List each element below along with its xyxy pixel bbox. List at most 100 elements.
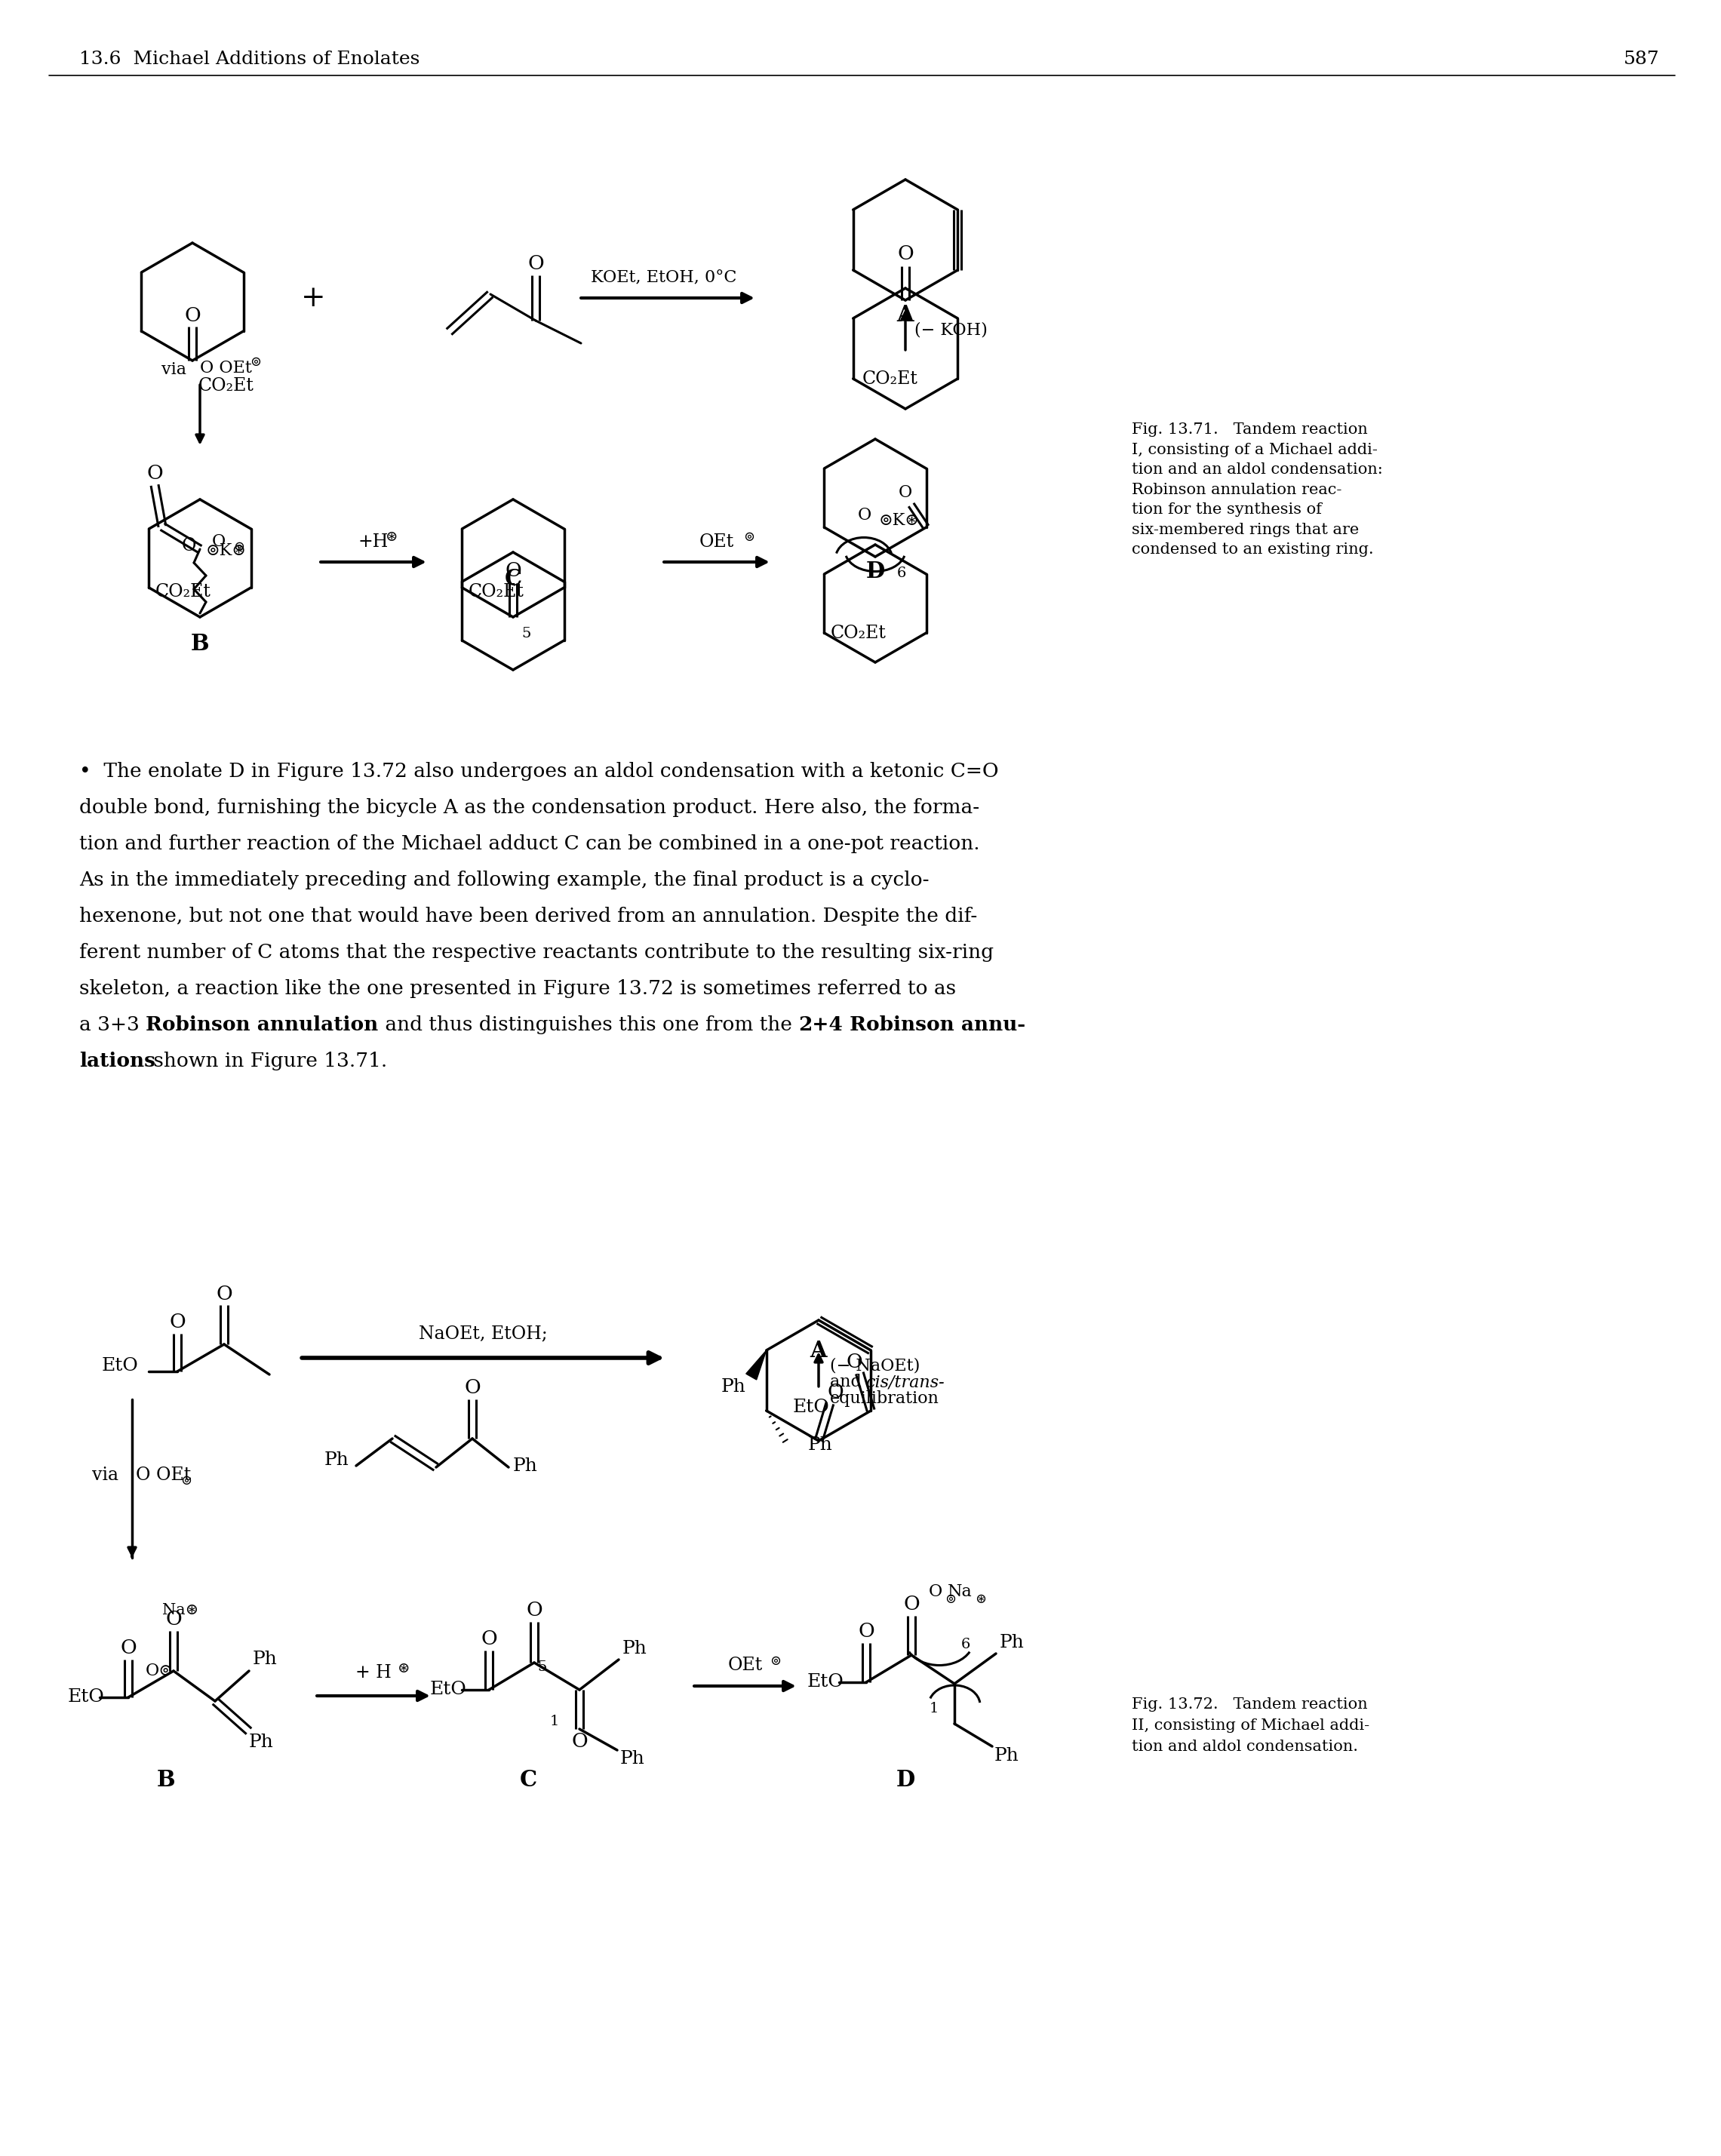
Text: cis/trans-: cis/trans-	[866, 1373, 945, 1391]
Text: O: O	[465, 1378, 480, 1397]
Text: EtO: EtO	[102, 1356, 139, 1373]
Text: Ph: Ph	[250, 1733, 274, 1751]
Text: O⊚: O⊚	[146, 1662, 174, 1680]
Text: Ph: Ph	[721, 1378, 745, 1395]
Text: +H: +H	[358, 533, 389, 550]
Text: CO₂Et: CO₂Et	[155, 582, 210, 599]
Text: O: O	[527, 254, 544, 272]
Text: NaOEt, EtOH;: NaOEt, EtOH;	[418, 1326, 547, 1343]
Text: OEt: OEt	[728, 1658, 762, 1675]
Text: 5: 5	[537, 1660, 547, 1673]
Text: 6: 6	[960, 1639, 971, 1651]
Text: equilibration: equilibration	[830, 1391, 940, 1408]
Text: EtO: EtO	[793, 1399, 830, 1416]
Text: Ph: Ph	[253, 1651, 277, 1669]
Text: O: O	[169, 1313, 186, 1330]
Text: D: D	[897, 1770, 916, 1792]
Text: Ph: Ph	[325, 1451, 349, 1468]
Text: O: O	[181, 537, 196, 554]
Text: D: D	[866, 561, 885, 582]
Text: ⊚K⊛: ⊚K⊛	[879, 513, 919, 528]
Text: EtO: EtO	[430, 1682, 466, 1699]
Text: C: C	[520, 1770, 537, 1792]
Text: ferent number of C atoms that the respective reactants contribute to the resulti: ferent number of C atoms that the respec…	[79, 942, 993, 962]
Text: and: and	[830, 1373, 867, 1391]
Text: Fig. 13.71.   Tandem reaction
I, consisting of a Michael addi-
tion and an aldol: Fig. 13.71. Tandem reaction I, consistin…	[1132, 423, 1382, 556]
Text: hexenone, but not one that would have been derived from an annulation. Despite t: hexenone, but not one that would have be…	[79, 908, 978, 925]
Text: O: O	[527, 1602, 542, 1619]
Text: shown in Figure 13.71.: shown in Figure 13.71.	[146, 1052, 387, 1072]
Text: Robinson annu-: Robinson annu-	[843, 1015, 1026, 1035]
Text: Na⊛: Na⊛	[162, 1604, 198, 1617]
Text: ⊛: ⊛	[398, 1662, 410, 1675]
Text: KOEt, EtOH, 0°C: KOEt, EtOH, 0°C	[590, 270, 737, 287]
Text: (− NaOEt): (− NaOEt)	[830, 1356, 921, 1373]
Text: ⊚: ⊚	[769, 1654, 781, 1669]
Text: B: B	[191, 632, 210, 655]
Text: A: A	[897, 304, 914, 326]
Text: O: O	[929, 1583, 943, 1600]
Text: tion and further reaction of the Michael adduct C can be combined in a one-pot r: tion and further reaction of the Michael…	[79, 834, 979, 854]
Text: O: O	[120, 1639, 136, 1658]
Text: ⊚K⊛: ⊚K⊛	[207, 543, 246, 558]
Text: O: O	[146, 464, 163, 483]
Text: 1: 1	[929, 1701, 938, 1716]
Text: O: O	[857, 507, 871, 524]
Text: via: via	[162, 362, 186, 377]
Text: O OEt: O OEt	[136, 1466, 191, 1483]
Text: •  The enolate D in Figure 13.72 also undergoes an aldol condensation with a ket: • The enolate D in Figure 13.72 also und…	[79, 761, 998, 780]
Text: ⊚: ⊚	[250, 356, 262, 369]
Text: 1: 1	[551, 1714, 559, 1729]
Text: Robinson annulation: Robinson annulation	[146, 1015, 379, 1035]
Text: O: O	[504, 561, 521, 580]
Text: + H: + H	[356, 1664, 391, 1682]
Text: ⊚: ⊚	[743, 530, 756, 543]
Text: CO₂Et: CO₂Et	[862, 371, 917, 388]
Text: lations: lations	[79, 1052, 155, 1072]
Polygon shape	[745, 1350, 766, 1380]
Text: Ph: Ph	[620, 1751, 645, 1768]
Text: O: O	[897, 244, 914, 263]
Text: ⊚: ⊚	[181, 1475, 193, 1488]
Text: O: O	[480, 1630, 497, 1647]
Text: double bond, furnishing the bicycle A as the condensation product. Here also, th: double bond, furnishing the bicycle A as…	[79, 798, 979, 817]
Text: O: O	[212, 533, 225, 550]
Text: C: C	[504, 567, 521, 589]
Text: ⊚: ⊚	[234, 541, 244, 554]
Text: O: O	[571, 1731, 587, 1751]
Text: ⊚: ⊚	[945, 1593, 957, 1606]
Text: As in the immediately preceding and following example, the final product is a cy: As in the immediately preceding and foll…	[79, 871, 929, 890]
Text: EtO: EtO	[67, 1688, 105, 1705]
Text: 587: 587	[1625, 50, 1659, 67]
Text: O: O	[165, 1611, 182, 1630]
Text: Ph: Ph	[807, 1436, 833, 1453]
Text: O: O	[215, 1285, 232, 1302]
Text: O: O	[847, 1352, 862, 1371]
Text: 5: 5	[521, 627, 532, 640]
Text: Ph: Ph	[995, 1749, 1019, 1766]
Text: O OEt: O OEt	[200, 360, 251, 377]
Text: Ph: Ph	[1000, 1634, 1024, 1651]
Text: OEt: OEt	[699, 533, 735, 550]
Text: via: via	[91, 1466, 119, 1483]
Text: Ph: Ph	[513, 1457, 539, 1475]
Text: ⊛: ⊛	[976, 1593, 986, 1606]
Text: +: +	[301, 285, 325, 313]
Text: CO₂Et: CO₂Et	[198, 377, 255, 395]
Text: a 3+3: a 3+3	[79, 1015, 146, 1035]
Text: CO₂Et: CO₂Et	[468, 582, 523, 599]
Text: 2+4: 2+4	[799, 1015, 843, 1035]
Text: skeleton, a reaction like the one presented in Figure 13.72 is sometimes referre: skeleton, a reaction like the one presen…	[79, 979, 957, 998]
Text: O: O	[184, 306, 201, 326]
Text: 6: 6	[897, 567, 907, 580]
Text: ⊛: ⊛	[386, 530, 398, 543]
Text: 13.6  Michael Additions of Enolates: 13.6 Michael Additions of Enolates	[79, 50, 420, 67]
Text: O: O	[898, 485, 912, 500]
Text: Fig. 13.72.   Tandem reaction
II, consisting of Michael addi-
tion and aldol con: Fig. 13.72. Tandem reaction II, consisti…	[1132, 1697, 1370, 1755]
Text: EtO: EtO	[807, 1673, 843, 1690]
Text: O: O	[828, 1382, 843, 1401]
Text: A: A	[811, 1339, 828, 1360]
Text: Na: Na	[947, 1583, 972, 1600]
Text: and thus distinguishes this one from the: and thus distinguishes this one from the	[379, 1015, 799, 1035]
Text: Ph: Ph	[623, 1639, 647, 1658]
